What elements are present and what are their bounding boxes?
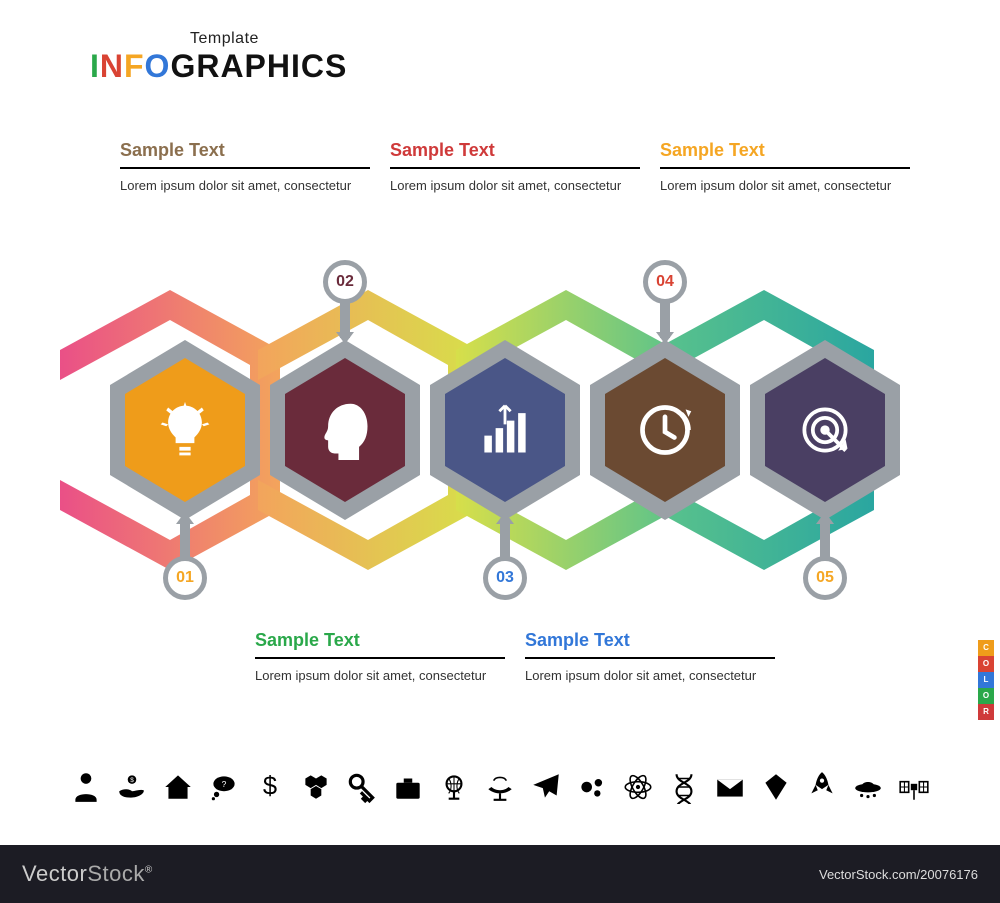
hex-step-04 [590, 340, 740, 520]
step-number: 03 [483, 556, 527, 600]
header-subtitle: Template [190, 30, 347, 48]
hex-step-03 [430, 340, 580, 520]
text-block: Sample Text Lorem ipsum dolor sit amet, c… [255, 630, 505, 686]
text-block: Sample Text Lorem ipsum dolor sit amet, c… [660, 140, 910, 196]
hex3-icon [299, 770, 333, 804]
ufo-icon [851, 770, 885, 804]
text-block-body: Lorem ipsum dolor sit amet, consectetur [525, 667, 775, 686]
dish-icon [483, 770, 517, 804]
hex-step-02 [270, 340, 420, 520]
text-block-title: Sample Text [120, 140, 370, 161]
atom-icon [621, 770, 655, 804]
header-title: INFOGRAPHICS [90, 48, 347, 85]
key-icon [345, 770, 379, 804]
text-block-title: Sample Text [525, 630, 775, 651]
clock-icon [590, 340, 740, 520]
step-number: 05 [803, 556, 847, 600]
color-badge: COLOR [978, 640, 994, 720]
text-block-body: Lorem ipsum dolor sit amet, consectetur [120, 177, 370, 196]
target-icon [750, 340, 900, 520]
footer-image-id: VectorStock.com/20076176 [819, 867, 978, 882]
briefcase-icon [391, 770, 425, 804]
sat-icon [897, 770, 931, 804]
text-block-title: Sample Text [255, 630, 505, 651]
footer-brand: VectorStock® [22, 861, 153, 887]
hexagon-diagram: 0102030405 [0, 290, 1000, 570]
bulb-icon [110, 340, 260, 520]
chart-icon [430, 340, 580, 520]
step-number: 01 [163, 556, 207, 600]
globe-icon [437, 770, 471, 804]
hex-step-05 [750, 340, 900, 520]
text-block-title: Sample Text [390, 140, 640, 161]
step-number: 04 [643, 260, 687, 304]
diamond-icon [759, 770, 793, 804]
house-icon [161, 770, 195, 804]
step-number: 02 [323, 260, 367, 304]
head-icon [270, 340, 420, 520]
dna-icon [667, 770, 701, 804]
text-block-body: Lorem ipsum dolor sit amet, consectetur [255, 667, 505, 686]
gears-icon [575, 770, 609, 804]
thought-icon [207, 770, 241, 804]
hand-coin-icon [115, 770, 149, 804]
header: Template INFOGRAPHICS [90, 30, 347, 85]
rocket-icon [805, 770, 839, 804]
text-block: Sample Text Lorem ipsum dolor sit amet, c… [525, 630, 775, 686]
text-block-body: Lorem ipsum dolor sit amet, consectetur [660, 177, 910, 196]
text-block-body: Lorem ipsum dolor sit amet, consectetur [390, 177, 640, 196]
person-icon [69, 770, 103, 804]
dollar-icon [253, 770, 287, 804]
hex-step-01 [110, 340, 260, 520]
text-block-title: Sample Text [660, 140, 910, 161]
footer: VectorStock® VectorStock.com/20076176 [0, 845, 1000, 903]
plane-icon [529, 770, 563, 804]
mail-icon [713, 770, 747, 804]
text-block: Sample Text Lorem ipsum dolor sit amet, c… [120, 140, 370, 196]
icon-row [0, 770, 1000, 804]
text-block: Sample Text Lorem ipsum dolor sit amet, c… [390, 140, 640, 196]
